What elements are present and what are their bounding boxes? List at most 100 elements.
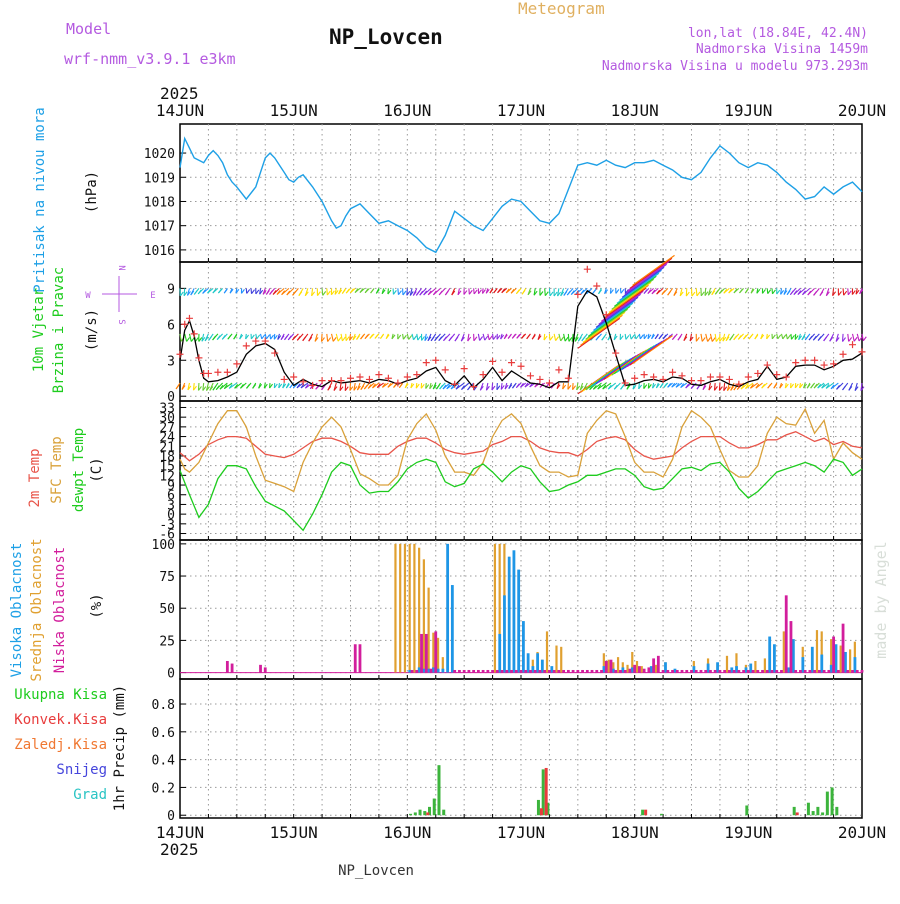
wind-barb-flag [285,336,288,340]
cloud-bar-low [709,670,712,673]
cloud-bar-low [557,670,560,673]
wind-barb-flag [567,291,570,295]
cloud-bar-low [486,670,489,673]
gust-marker [707,374,714,381]
wind-barb-flag [844,291,847,295]
cloud-bar-low [747,670,750,673]
wind-barb-flag [527,335,530,339]
cloud-bar-low [629,669,632,673]
wind-barb-flag [494,289,497,293]
gust-marker [631,375,638,382]
wind-barb-strong [633,255,675,285]
cloud-bar-low [543,670,546,673]
wind-barb [332,334,334,341]
wind-barb-flag [565,337,568,341]
precip-y-tick-label: 0.2 [152,781,175,796]
footer-station: NP_Lovcen [338,863,414,879]
gust-marker [527,372,534,379]
wind-barb-flag [403,291,406,295]
legend-frozen-rain: Zaledj.Kisa [14,737,107,753]
wind-barb [848,334,849,342]
model-elevation-label: Nadmorska Visina u modelu 973.293m [602,59,868,74]
cloud-bar-low [657,656,660,673]
cloud-bar-low [415,670,418,673]
cloud-bar-mid [409,544,411,673]
wind-barb-flag [730,336,733,340]
cloud-bar-low [638,666,641,672]
cloud-bar-low [624,670,627,673]
legend-rain-conv: Konvek.Kisa [14,712,107,728]
wind-barb-strong [630,258,672,288]
wind-barb-flag [489,336,492,340]
wind-barb-flag [582,337,585,341]
wind-barb-flag [512,384,515,388]
gust-marker [584,266,591,273]
wind-barb-strong [620,270,662,300]
cloud-bar-high [522,621,525,672]
wind-barb-flag [246,384,249,388]
wind-barb-flag [734,386,737,390]
cloud-bar-mid [840,646,842,673]
cloud-bar-low [458,670,461,673]
wind-barb-flag [631,335,634,339]
wind-barb-flag [191,338,194,342]
cloud-bar-low [411,670,414,673]
wind-barb-flag [328,338,331,342]
cloud-bar-mid [636,661,638,673]
cloud-bar-low [704,670,707,673]
wind-barb-flag [636,335,639,339]
cloud-bar-mid [560,647,562,673]
wind-barb-flag [251,335,254,339]
wind-barb-flag [745,289,748,293]
wind-barb-flag [398,291,401,295]
wind-barb-flag [213,386,216,390]
cloud-bar-high [773,644,776,672]
precip-bar-rain_total [433,799,436,816]
top-day-tick-label: 18JUN [611,101,659,120]
wind-barb-flag [399,384,402,388]
wind-barb-flag [668,291,671,295]
cloud-bar-high [835,644,838,672]
cloud-bar-low [756,670,759,673]
cloud-bar-low [520,670,523,673]
cloud-bar-high [844,652,847,673]
bottom-day-tick-label: 17JUN [497,823,545,842]
precip-bar-rain_total [807,803,810,816]
precip-bar-rain_total [793,807,796,815]
cloud-bar-mid [726,656,728,673]
precip-bar-rain_total [641,810,644,816]
wind-barb [843,288,844,295]
gust-marker [612,350,619,357]
wind-barb-strong [625,264,667,294]
cloud-bar-low [354,644,357,672]
clouds-y-tick-label: 0 [167,667,175,682]
cloud-bar-high [811,647,814,673]
wind-barb-flag [854,337,857,341]
cloud-bar-low [633,665,636,673]
cloud-bar-low [586,670,589,673]
cloud-bar-low [567,670,570,673]
cloud-bar-low [482,670,485,673]
gust-marker [423,359,430,366]
wind-barb-flag [436,385,439,389]
wind-barb-flag [468,386,471,390]
cloud-bar-low [553,670,556,673]
wind-barb [706,334,708,342]
temp-unit: (C) [89,457,105,482]
wind-barb-flag [270,290,273,294]
wind-y-tick-label: 6 [167,318,175,333]
cloud-bar-mid [764,658,766,672]
cloud-bar-mid [783,631,785,672]
cloud-bar-high [536,653,539,672]
wind-barb [327,334,328,342]
gust-marker [205,370,212,377]
cloud-bar-low [643,669,646,673]
gust-marker [792,359,799,366]
wind-barb-flag [848,291,851,295]
precip-bar-rain_total [537,800,540,815]
cloud-ylabel-mid: Srednja Oblacnost [29,538,45,681]
cloud-bar-low [700,670,703,673]
wind-barb-flag [209,336,212,340]
cloud-bar-low [600,670,603,673]
